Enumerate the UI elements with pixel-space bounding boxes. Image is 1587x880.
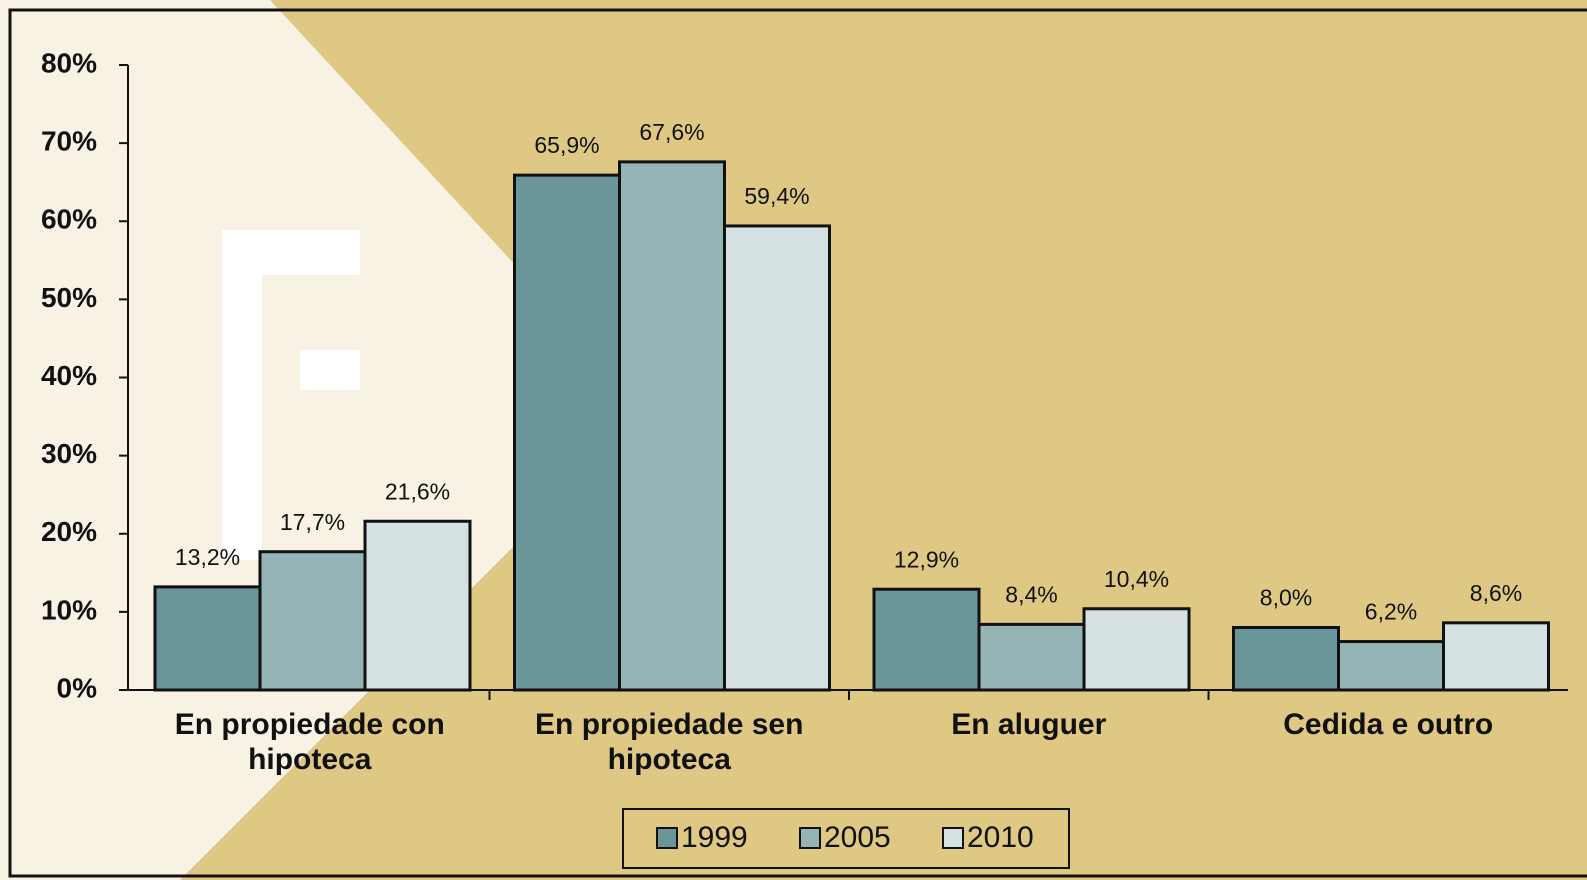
decor (222, 230, 262, 560)
bar (258, 550, 367, 692)
legend-swatch (656, 827, 678, 849)
legend-swatch (942, 827, 964, 849)
y-tick-label: 70% (41, 126, 97, 157)
y-tick-label: 80% (41, 47, 97, 78)
x-tick-label: En propiedade sen hipoteca (535, 708, 804, 776)
bar (977, 622, 1086, 692)
frame (8, 8, 1587, 878)
bar (1082, 607, 1191, 692)
value-label: 10,4% (1104, 566, 1169, 592)
x-tick-label: En aluguer (951, 708, 1107, 741)
legend-label: 1999 (681, 821, 748, 854)
value-label: 13,2% (175, 544, 240, 570)
y-tick-label: 0% (57, 672, 98, 703)
bar (723, 224, 831, 692)
y-tick-label: 50% (41, 282, 97, 313)
bar (153, 585, 262, 692)
value-label: 65,9% (534, 132, 599, 158)
y-tick-label: 30% (41, 438, 97, 469)
value-label: 8,4% (1005, 581, 1057, 607)
value-label: 21,6% (385, 478, 450, 504)
y-tick-label: 10% (41, 594, 97, 625)
y-tick-label: 20% (41, 516, 97, 547)
decor (300, 350, 360, 390)
legend-label: 2010 (967, 821, 1034, 854)
bar (1337, 640, 1445, 692)
value-label: 6,2% (1365, 599, 1417, 625)
value-label: 17,7% (280, 509, 345, 535)
value-label: 12,9% (894, 546, 959, 572)
bar (618, 160, 726, 692)
bar (1442, 621, 1550, 692)
value-label: 8,6% (1470, 580, 1522, 606)
bar (513, 173, 621, 692)
value-label: 8,0% (1260, 585, 1312, 611)
legend-swatch (799, 827, 821, 849)
legend-box (622, 808, 1070, 869)
bar (1232, 626, 1340, 692)
bar (872, 587, 981, 692)
bar (363, 519, 472, 692)
legend-label: 2005 (824, 821, 891, 854)
y-tick-label: 60% (41, 204, 97, 235)
x-tick-label: Cedida e outro (1283, 708, 1494, 741)
value-label: 67,6% (639, 119, 704, 145)
y-tick-label: 40% (41, 360, 97, 391)
x-tick-label: En propiedade con hipoteca (174, 708, 445, 776)
value-label: 59,4% (744, 183, 809, 209)
